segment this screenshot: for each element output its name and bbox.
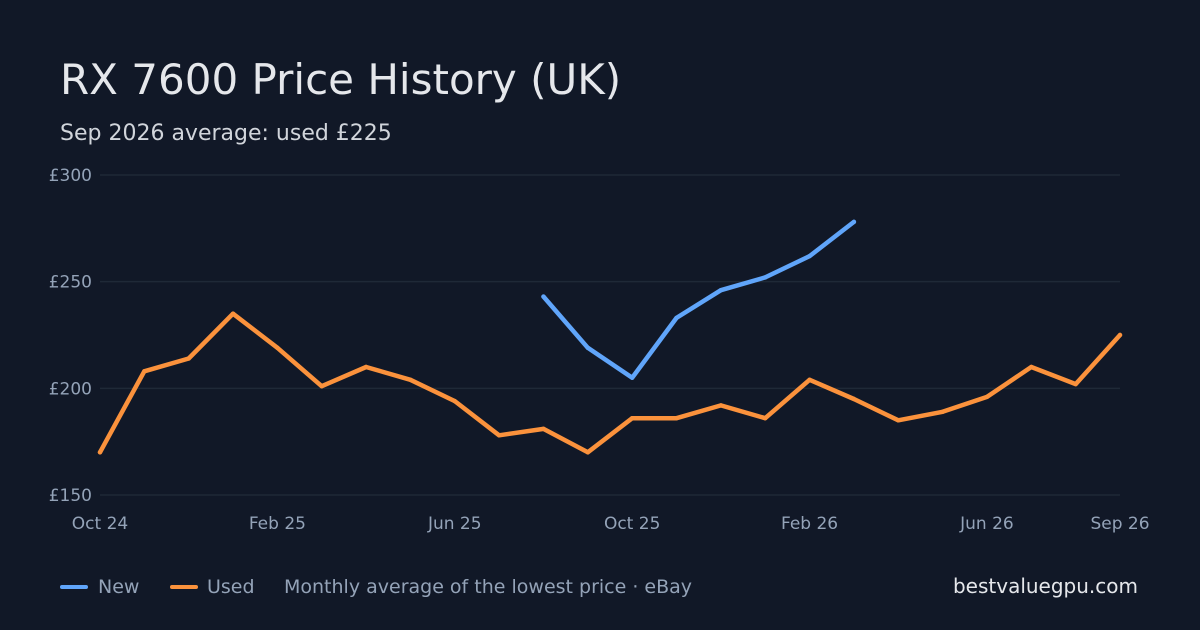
- data-point-used: [97, 450, 103, 455]
- data-point-used: [363, 364, 369, 370]
- data-point-used: [1117, 332, 1123, 338]
- y-tick-label: £150: [49, 486, 92, 506]
- data-point-used: [186, 356, 191, 361]
- data-point-used: [408, 377, 413, 382]
- data-point-new: [763, 275, 768, 280]
- data-point-used: [984, 394, 990, 400]
- grid-lines: [100, 174, 1120, 496]
- y-axis-ticks: £150 £200 £250 £300: [49, 166, 92, 506]
- data-point-new: [629, 375, 635, 380]
- data-point-used: [629, 416, 635, 421]
- chart-subtitle: Sep 2026 average: used £225: [60, 121, 392, 146]
- legend-used-label: Used: [207, 576, 255, 598]
- data-point-used: [1029, 364, 1034, 370]
- data-point-used: [896, 418, 901, 423]
- data-point-new: [585, 345, 591, 350]
- data-point-used: [718, 403, 724, 408]
- y-tick-label: £200: [49, 379, 92, 399]
- data-point-used: [585, 450, 591, 455]
- data-point-used: [940, 409, 945, 414]
- legend-note: Monthly average of the lowest price · eB…: [284, 576, 692, 598]
- x-tick-label: Jun 25: [427, 514, 482, 534]
- x-tick-label: Oct 24: [72, 514, 128, 534]
- series-line-new: [541, 219, 857, 380]
- x-tick-label: Feb 25: [249, 514, 306, 534]
- data-point-used: [674, 416, 679, 421]
- x-axis-ticks: Oct 24 Feb 25 Jun 25 Oct 25 Feb 26 Jun 26 Sep …: [72, 514, 1150, 534]
- series-lines: [97, 219, 1123, 455]
- x-tick-label: Feb 26: [781, 514, 838, 534]
- data-point-used: [807, 377, 812, 382]
- y-tick-label: £250: [49, 273, 92, 293]
- data-point-used: [1073, 381, 1078, 387]
- data-point-used: [319, 384, 324, 389]
- x-tick-label: Sep 26: [1090, 514, 1149, 534]
- brand-label: bestvaluegpu.com: [953, 574, 1138, 598]
- data-point-used: [452, 398, 457, 404]
- data-point-used: [230, 311, 236, 316]
- data-point-new: [674, 315, 679, 321]
- data-point-new: [541, 294, 546, 299]
- data-point-used: [541, 426, 546, 432]
- data-point-used: [763, 416, 768, 421]
- data-point-used: [142, 369, 147, 374]
- data-point-used: [275, 345, 280, 350]
- x-tick-label: Oct 25: [604, 514, 660, 534]
- data-point-used: [851, 396, 857, 402]
- legend: New Used Monthly average of the lowest p…: [60, 576, 692, 598]
- series-line-used: [97, 311, 1123, 455]
- data-point-new: [807, 253, 812, 259]
- chart-title: RX 7600 Price History (UK): [60, 55, 621, 104]
- data-point-new: [718, 288, 724, 293]
- legend-new-label: New: [98, 576, 139, 598]
- data-point-used: [496, 433, 502, 438]
- y-tick-label: £300: [49, 166, 92, 186]
- x-tick-label: Jun 26: [959, 514, 1014, 534]
- data-point-new: [851, 219, 857, 225]
